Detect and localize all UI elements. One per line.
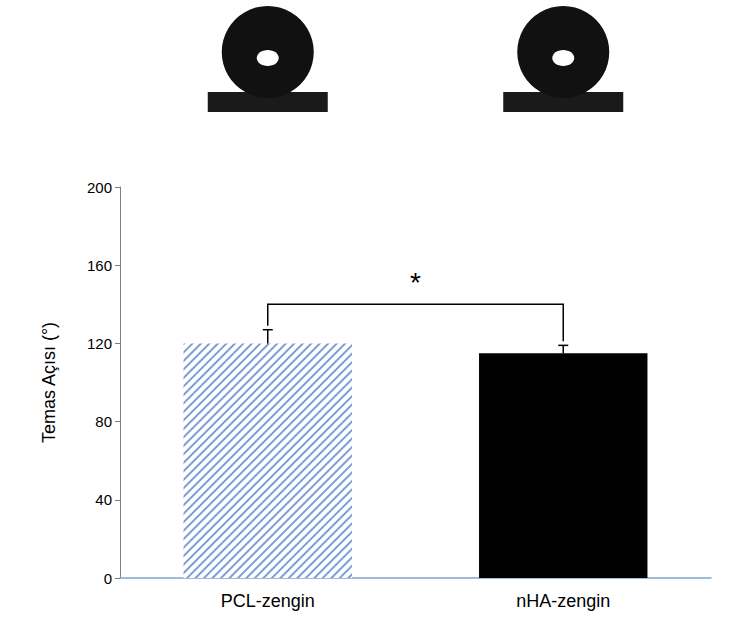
svg-text:*: * xyxy=(410,267,421,298)
svg-text:200: 200 xyxy=(87,179,112,196)
svg-text:nHA-zengin: nHA-zengin xyxy=(516,591,610,611)
svg-text:PCL-zengin: PCL-zengin xyxy=(221,591,315,611)
svg-text:80: 80 xyxy=(95,413,112,430)
svg-text:120: 120 xyxy=(87,335,112,352)
svg-text:Temas Açısı (°): Temas Açısı (°) xyxy=(39,322,59,443)
svg-text:40: 40 xyxy=(95,491,112,508)
svg-text:0: 0 xyxy=(104,570,112,587)
svg-text:160: 160 xyxy=(87,257,112,274)
